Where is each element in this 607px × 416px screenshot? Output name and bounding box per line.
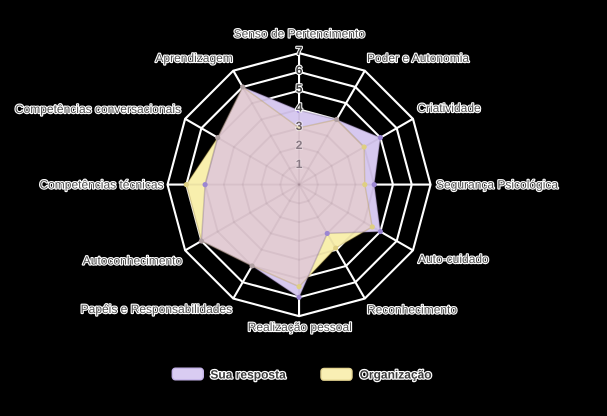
svg-text:Sua resposta: Sua resposta xyxy=(210,368,286,382)
svg-text:7: 7 xyxy=(296,44,303,58)
svg-text:Auto-cuidado: Auto-cuidado xyxy=(418,252,489,266)
svg-text:Realização pessoal: Realização pessoal xyxy=(248,320,352,334)
svg-text:Reconhecimento: Reconhecimento xyxy=(367,302,457,316)
svg-text:Segurança Psicológica: Segurança Psicológica xyxy=(436,178,558,192)
svg-text:Poder e Autonomia: Poder e Autonomia xyxy=(367,51,469,65)
svg-text:1: 1 xyxy=(296,157,303,171)
svg-text:6: 6 xyxy=(296,63,303,77)
svg-text:Competências técnicas: Competências técnicas xyxy=(39,178,163,192)
svg-text:Criatividade: Criatividade xyxy=(417,101,481,115)
svg-text:Organização: Organização xyxy=(360,368,432,382)
svg-text:Papéis e Responsabilidades: Papéis e Responsabilidades xyxy=(81,302,232,316)
svg-text:Competências conversacionais: Competências conversacionais xyxy=(15,102,181,116)
svg-text:Senso de Pertencimento: Senso de Pertencimento xyxy=(234,27,366,41)
svg-text:3: 3 xyxy=(296,119,303,133)
svg-text:2: 2 xyxy=(296,138,303,152)
svg-text:Autoconhecimento: Autoconhecimento xyxy=(83,254,183,268)
svg-text:5: 5 xyxy=(296,82,303,96)
svg-text:Aprendizagem: Aprendizagem xyxy=(155,51,232,65)
svg-text:4: 4 xyxy=(296,100,303,114)
